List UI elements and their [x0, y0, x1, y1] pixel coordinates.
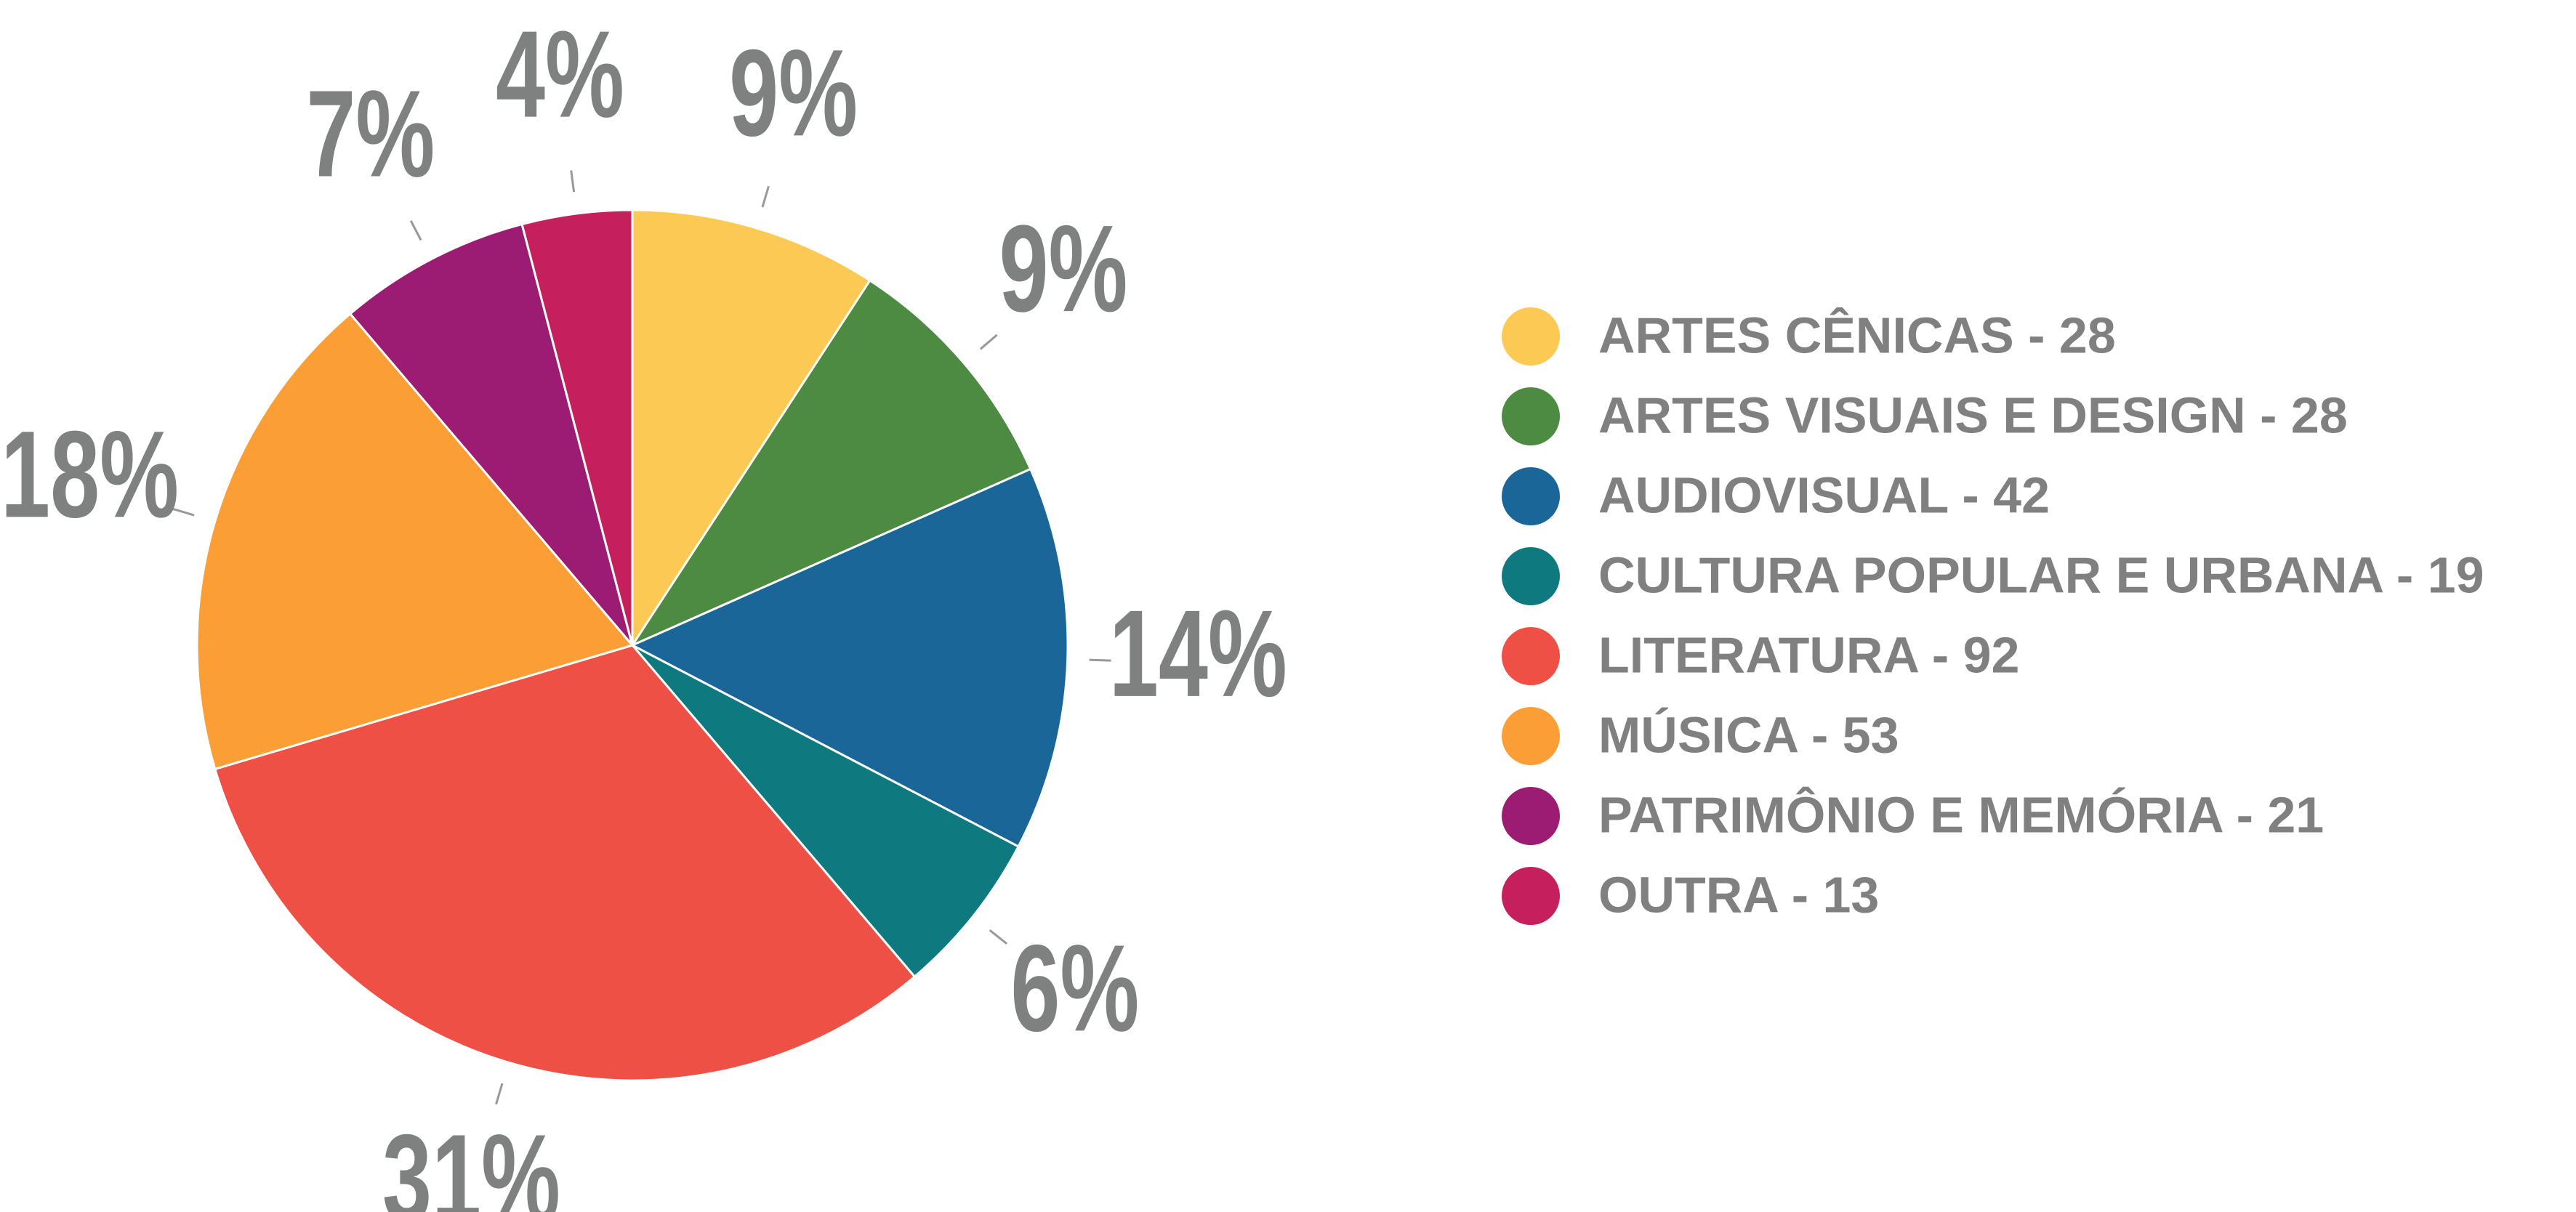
- legend-swatch: [1502, 307, 1560, 365]
- legend-label: OUTRA - 13: [1598, 866, 1879, 923]
- legend-label: ARTES VISUAIS E DESIGN - 28: [1598, 387, 2348, 443]
- pie-slice: [520, 209, 634, 646]
- legend-swatch: [1502, 547, 1560, 605]
- legend-swatch: [1502, 387, 1560, 445]
- legend-label: AUDIOVISUAL - 42: [1598, 466, 2050, 523]
- leader-line: [409, 220, 422, 241]
- leader-line: [761, 185, 770, 208]
- legend-label: CULTURA POPULAR E URBANA - 19: [1598, 546, 2484, 603]
- pie-slice: [196, 312, 635, 771]
- leader-line: [570, 170, 576, 193]
- leader-line: [989, 929, 1008, 945]
- legend-label: LITERATURA - 92: [1598, 626, 2019, 683]
- legend-swatch: [1502, 787, 1560, 845]
- legend-label: ARTES CÊNICAS - 28: [1598, 306, 2116, 363]
- pie-slice: [631, 644, 1021, 979]
- legend-swatch: [1502, 467, 1560, 525]
- pie-slice: [348, 222, 634, 646]
- pie-slice: [213, 644, 917, 1082]
- legend-swatch: [1502, 867, 1560, 925]
- leader-line: [172, 508, 195, 517]
- legend-swatch: [1502, 707, 1560, 765]
- pie-slice: [629, 467, 1069, 849]
- percent-label: 18%: [1, 406, 179, 544]
- percent-label: 4%: [496, 6, 624, 143]
- percent-label: 31%: [382, 1110, 560, 1212]
- percent-label: 6%: [1010, 920, 1139, 1057]
- percent-label: 7%: [306, 65, 435, 203]
- pie-slice: [631, 209, 872, 650]
- leader-line: [495, 1083, 504, 1105]
- legend-swatch: [1502, 627, 1560, 685]
- percent-label: 9%: [999, 200, 1127, 337]
- legend-label: MÚSICA - 53: [1598, 706, 1899, 763]
- pie-slice: [629, 278, 1032, 648]
- leader-line: [979, 334, 998, 350]
- legend-label: PATRIMÔNIO E MEMÓRIA - 21: [1598, 785, 2324, 843]
- percent-label: 9%: [729, 25, 858, 162]
- percent-label: 14%: [1109, 585, 1287, 722]
